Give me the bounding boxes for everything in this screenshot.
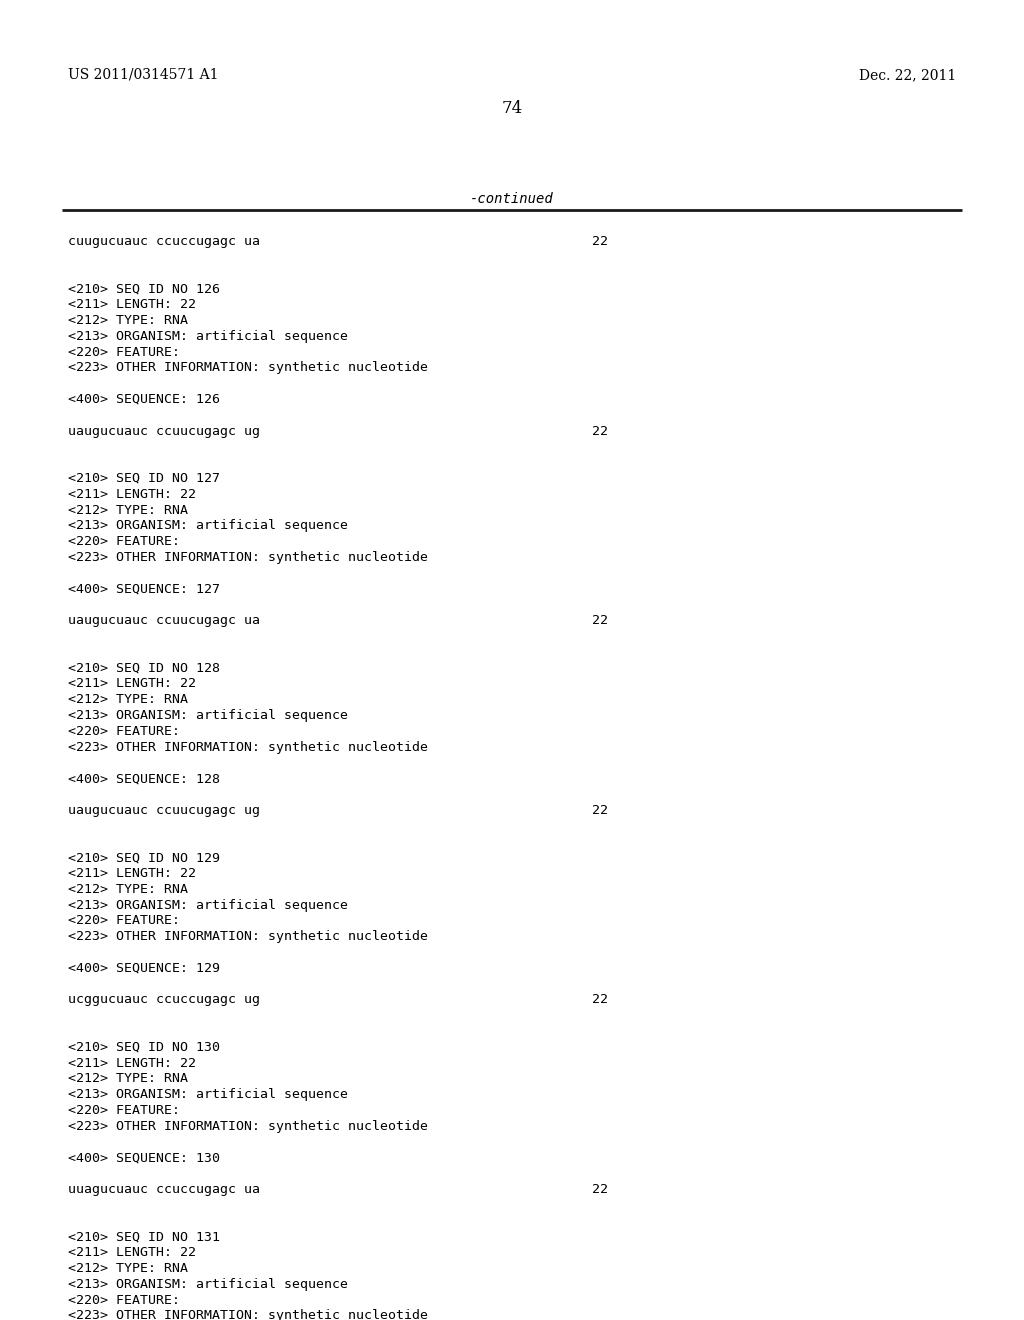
- Text: 22: 22: [592, 1183, 608, 1196]
- Text: ucggucuauc ccuccugagc ug: ucggucuauc ccuccugagc ug: [68, 994, 260, 1006]
- Text: <400> SEQUENCE: 128: <400> SEQUENCE: 128: [68, 772, 220, 785]
- Text: uaugucuauc ccuucugagc ua: uaugucuauc ccuucugagc ua: [68, 614, 260, 627]
- Text: <223> OTHER INFORMATION: synthetic nucleotide: <223> OTHER INFORMATION: synthetic nucle…: [68, 1119, 428, 1133]
- Text: <220> FEATURE:: <220> FEATURE:: [68, 1104, 180, 1117]
- Text: <212> TYPE: RNA: <212> TYPE: RNA: [68, 693, 188, 706]
- Text: <212> TYPE: RNA: <212> TYPE: RNA: [68, 1072, 188, 1085]
- Text: <400> SEQUENCE: 126: <400> SEQUENCE: 126: [68, 393, 220, 407]
- Text: <223> OTHER INFORMATION: synthetic nucleotide: <223> OTHER INFORMATION: synthetic nucle…: [68, 550, 428, 564]
- Text: <211> LENGTH: 22: <211> LENGTH: 22: [68, 1246, 196, 1259]
- Text: <220> FEATURE:: <220> FEATURE:: [68, 346, 180, 359]
- Text: <400> SEQUENCE: 127: <400> SEQUENCE: 127: [68, 582, 220, 595]
- Text: <211> LENGTH: 22: <211> LENGTH: 22: [68, 488, 196, 500]
- Text: <223> OTHER INFORMATION: synthetic nucleotide: <223> OTHER INFORMATION: synthetic nucle…: [68, 1309, 428, 1320]
- Text: <223> OTHER INFORMATION: synthetic nucleotide: <223> OTHER INFORMATION: synthetic nucle…: [68, 931, 428, 944]
- Text: <212> TYPE: RNA: <212> TYPE: RNA: [68, 314, 188, 327]
- Text: 22: 22: [592, 235, 608, 248]
- Text: <213> ORGANISM: artificial sequence: <213> ORGANISM: artificial sequence: [68, 1278, 348, 1291]
- Text: 74: 74: [502, 100, 522, 117]
- Text: <213> ORGANISM: artificial sequence: <213> ORGANISM: artificial sequence: [68, 519, 348, 532]
- Text: <212> TYPE: RNA: <212> TYPE: RNA: [68, 504, 188, 516]
- Text: <211> LENGTH: 22: <211> LENGTH: 22: [68, 867, 196, 880]
- Text: <210> SEQ ID NO 130: <210> SEQ ID NO 130: [68, 1040, 220, 1053]
- Text: <212> TYPE: RNA: <212> TYPE: RNA: [68, 1262, 188, 1275]
- Text: <220> FEATURE:: <220> FEATURE:: [68, 535, 180, 548]
- Text: 22: 22: [592, 614, 608, 627]
- Text: <213> ORGANISM: artificial sequence: <213> ORGANISM: artificial sequence: [68, 709, 348, 722]
- Text: 22: 22: [592, 425, 608, 438]
- Text: <211> LENGTH: 22: <211> LENGTH: 22: [68, 677, 196, 690]
- Text: <220> FEATURE:: <220> FEATURE:: [68, 1294, 180, 1307]
- Text: US 2011/0314571 A1: US 2011/0314571 A1: [68, 69, 218, 82]
- Text: <211> LENGTH: 22: <211> LENGTH: 22: [68, 1056, 196, 1069]
- Text: <210> SEQ ID NO 128: <210> SEQ ID NO 128: [68, 661, 220, 675]
- Text: <400> SEQUENCE: 130: <400> SEQUENCE: 130: [68, 1151, 220, 1164]
- Text: <223> OTHER INFORMATION: synthetic nucleotide: <223> OTHER INFORMATION: synthetic nucle…: [68, 741, 428, 754]
- Text: <213> ORGANISM: artificial sequence: <213> ORGANISM: artificial sequence: [68, 1088, 348, 1101]
- Text: <400> SEQUENCE: 129: <400> SEQUENCE: 129: [68, 962, 220, 974]
- Text: <212> TYPE: RNA: <212> TYPE: RNA: [68, 883, 188, 896]
- Text: <213> ORGANISM: artificial sequence: <213> ORGANISM: artificial sequence: [68, 330, 348, 343]
- Text: <210> SEQ ID NO 129: <210> SEQ ID NO 129: [68, 851, 220, 865]
- Text: <210> SEQ ID NO 131: <210> SEQ ID NO 131: [68, 1230, 220, 1243]
- Text: uuagucuauc ccuccugagc ua: uuagucuauc ccuccugagc ua: [68, 1183, 260, 1196]
- Text: <220> FEATURE:: <220> FEATURE:: [68, 725, 180, 738]
- Text: <213> ORGANISM: artificial sequence: <213> ORGANISM: artificial sequence: [68, 899, 348, 912]
- Text: -continued: -continued: [470, 191, 554, 206]
- Text: <210> SEQ ID NO 126: <210> SEQ ID NO 126: [68, 282, 220, 296]
- Text: <220> FEATURE:: <220> FEATURE:: [68, 915, 180, 928]
- Text: <211> LENGTH: 22: <211> LENGTH: 22: [68, 298, 196, 312]
- Text: 22: 22: [592, 994, 608, 1006]
- Text: cuugucuauc ccuccugagc ua: cuugucuauc ccuccugagc ua: [68, 235, 260, 248]
- Text: <210> SEQ ID NO 127: <210> SEQ ID NO 127: [68, 473, 220, 484]
- Text: 22: 22: [592, 804, 608, 817]
- Text: Dec. 22, 2011: Dec. 22, 2011: [859, 69, 956, 82]
- Text: uaugucuauc ccuucugagc ug: uaugucuauc ccuucugagc ug: [68, 425, 260, 438]
- Text: uaugucuauc ccuucugagc ug: uaugucuauc ccuucugagc ug: [68, 804, 260, 817]
- Text: <223> OTHER INFORMATION: synthetic nucleotide: <223> OTHER INFORMATION: synthetic nucle…: [68, 362, 428, 375]
